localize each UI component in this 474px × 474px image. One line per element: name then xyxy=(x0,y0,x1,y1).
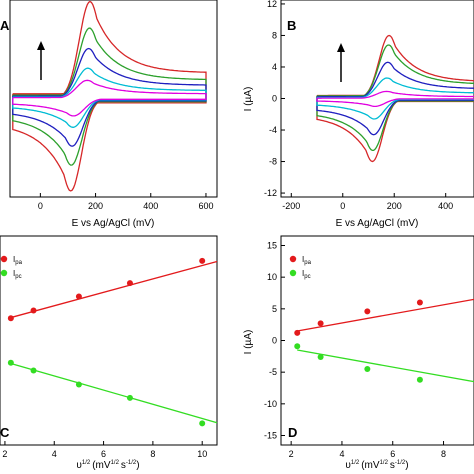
panel-a-xtick-label: 400 xyxy=(143,201,158,211)
panel-d-ytick-label: 0 xyxy=(272,336,277,346)
panel-a-curves xyxy=(12,0,207,192)
panel-c-legend-ipa-marker xyxy=(0,255,8,263)
panel-d-ytick-label: 5 xyxy=(272,304,277,314)
panel-d-xtick-label: 2 xyxy=(289,449,294,459)
panel-d-xtick-label: 6 xyxy=(390,449,395,459)
panel-d-point xyxy=(317,320,324,327)
panel-d: 2 4 6 8 15 10 5 0 -5 -10 -15 Ipa Ipc D I (µA) υ1/2… xyxy=(243,235,474,471)
panel-d-xtick-label: 8 xyxy=(441,449,446,459)
panel-b-cv-curve-4 xyxy=(316,77,474,120)
panel-b-cv-curve-5 xyxy=(316,90,474,108)
panel-c-point xyxy=(126,280,133,287)
panel-a-cv-curve-1 xyxy=(12,0,207,192)
panel-a-xtick-label: 0 xyxy=(38,201,43,211)
panel-c-xtick-label: 8 xyxy=(150,449,155,459)
panel-d-ytick-label: -10 xyxy=(264,399,277,409)
panel-b-ytick-label: 4 xyxy=(272,62,277,72)
panel-a-label: A xyxy=(0,18,10,33)
panel-d-label: D xyxy=(288,425,297,440)
panel-c-point xyxy=(30,307,37,314)
panel-d-ytick-label: 10 xyxy=(267,272,277,282)
panel-d-legend-ipa-marker xyxy=(289,255,297,263)
panel-d-point xyxy=(294,329,301,336)
panel-b-ytick-label: 12 xyxy=(267,0,277,9)
panel-c-point xyxy=(7,315,14,322)
panel-c-fit-line-1 xyxy=(10,260,218,319)
panel-c-xticks: 2 4 6 8 10 xyxy=(2,441,207,459)
panel-b-cv-curve-3 xyxy=(316,61,474,136)
panel-d-legend-ipc: Ipc xyxy=(302,269,311,280)
panel-a-cv-curve-5 xyxy=(12,79,207,117)
panel-a-xtick-label: 200 xyxy=(88,201,103,211)
panel-d-fit-line-1 xyxy=(297,298,474,332)
panel-d-ticks: 2 4 6 8 15 10 5 0 -5 -10 -15 xyxy=(264,241,446,460)
panel-c-point xyxy=(199,420,206,427)
panel-c-xtick-label: 4 xyxy=(52,449,57,459)
panel-c-point xyxy=(75,293,82,300)
panel-c-legend-ipc-marker xyxy=(0,269,8,277)
panel-b-arrow-head xyxy=(337,43,345,52)
panel-d-legend-ipa: Ipa xyxy=(302,255,312,266)
panel-d-point xyxy=(364,308,371,315)
panel-d-xlabel: υ1/2 (mV1/2 s-1/2) xyxy=(345,460,408,471)
panel-b-cv-curve-1 xyxy=(316,34,474,163)
panel-a-xtick-label: 600 xyxy=(198,201,213,211)
panel-a-arrow-head xyxy=(37,41,45,50)
panel-a-xlabel: E vs Ag/AgCl (mV) xyxy=(72,218,155,229)
panel-d-fit-line-2 xyxy=(297,349,474,383)
panel-b-ytick-label: -4 xyxy=(269,125,277,135)
panel-c-point xyxy=(7,359,14,366)
panel-b-xtick-label: 200 xyxy=(387,201,402,211)
panel-b-ticks: -200 0 200 400 12 8 4 0 -4 -8 -12 xyxy=(264,0,453,211)
panel-b-xtick-label: -200 xyxy=(282,201,300,211)
panel-b-curves xyxy=(316,34,474,163)
panel-d-ytick-label: -5 xyxy=(269,367,277,377)
panel-c-point xyxy=(126,394,133,401)
panel-c-point xyxy=(30,367,37,374)
panel-d-point xyxy=(317,353,324,360)
panel-c-legend-ipa: Ipa xyxy=(13,255,23,266)
panel-c-point xyxy=(199,257,206,264)
panel-d-point xyxy=(294,343,301,350)
panel-c-plot xyxy=(7,257,218,427)
panel-b-cv-curve-2 xyxy=(316,44,474,152)
panel-a-frame xyxy=(9,0,218,198)
panel-b: -200 0 200 400 12 8 4 0 -4 -8 -12 B E vs Ag/AgCl (… xyxy=(243,0,474,229)
panel-b-ylabel: I (µA) xyxy=(243,87,254,112)
panel-d-legend-ipc-marker xyxy=(289,269,297,277)
panel-d-ytick-label: 15 xyxy=(267,241,277,251)
panel-b-ytick-label: 0 xyxy=(272,94,277,104)
panel-b-xtick-label: 0 xyxy=(340,201,345,211)
panel-c-xtick-label: 6 xyxy=(101,449,106,459)
panel-d-xtick-label: 4 xyxy=(339,449,344,459)
panel-b-ytick-label: -8 xyxy=(269,157,277,167)
panel-b-ytick-label: 8 xyxy=(272,30,277,40)
panel-d-plot xyxy=(294,298,474,383)
panel-d-point xyxy=(416,376,423,383)
panel-c-xtick-label: 2 xyxy=(2,449,7,459)
panel-c-xtick-label: 10 xyxy=(197,449,207,459)
panel-d-frame xyxy=(280,235,474,446)
panel-c-label: C xyxy=(0,425,10,440)
panel-b-xtick-label: 400 xyxy=(438,201,453,211)
panel-a-xticks: 0 200 400 600 xyxy=(38,193,213,211)
panel-d-point xyxy=(364,366,371,372)
panel-c: 2 4 6 8 10 Ipa Ipc C υ1/2 (mV1/2 s-1/2) xyxy=(0,235,218,471)
panel-b-label: B xyxy=(287,18,296,33)
panel-c-frame xyxy=(0,235,218,446)
panel-c-legend-ipc: Ipc xyxy=(13,269,22,280)
panel-d-point xyxy=(416,299,423,306)
panel-c-xlabel: υ1/2 (mV1/2 s-1/2) xyxy=(76,460,139,471)
panel-b-ytick-label: -12 xyxy=(264,188,277,198)
panel-c-point xyxy=(75,381,82,388)
panel-b-xlabel: E vs Ag/AgCl (mV) xyxy=(336,218,419,229)
panel-d-ylabel: I (µA) xyxy=(243,330,254,355)
panel-c-fit-line-2 xyxy=(10,362,218,424)
panel-a: 0 200 400 600 A E vs Ag/AgCl (mV) xyxy=(0,0,218,229)
panel-a-cv-curve-3 xyxy=(12,47,207,147)
panel-d-ytick-label: -15 xyxy=(264,431,277,441)
panel-a-cv-curve-2 xyxy=(12,27,207,166)
